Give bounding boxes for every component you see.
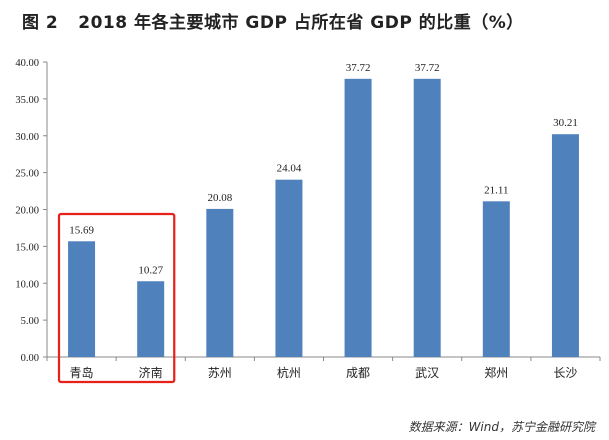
data-label: 24.04 [277, 163, 302, 175]
data-labels: 15.69 10.27 20.08 24.04 37.72 37.72 21.11 30.21 [69, 62, 578, 276]
bars [68, 78, 579, 357]
y-tick-label: 10.00 [15, 279, 39, 290]
bar [413, 78, 441, 357]
category-label: 武汉 [415, 366, 439, 380]
category-label: 青岛 [70, 365, 94, 380]
y-tick-label: 25.00 [15, 169, 39, 180]
bar [551, 134, 579, 357]
y-tick-label: 15.00 [15, 242, 39, 253]
y-axis: 0.00 5.00 10.00 15.00 20.00 25.00 30.00 35.00 40… [15, 58, 48, 364]
y-tick-label: 5.00 [21, 316, 39, 327]
y-tick-label: 35.00 [15, 95, 39, 106]
category-label: 杭州 [277, 365, 301, 380]
category-label: 苏州 [208, 366, 232, 380]
y-tick-label: 40.00 [15, 58, 39, 69]
bar [137, 281, 165, 357]
figure-number: 图 2 [22, 13, 59, 33]
data-label: 21.11 [484, 184, 508, 196]
source-note: 数据来源：Wind，苏宁金融研究院 [408, 420, 595, 434]
category-label: 济南 [139, 365, 163, 380]
bar [482, 201, 510, 357]
bar [206, 208, 234, 357]
data-label: 37.72 [346, 62, 371, 74]
data-label: 15.69 [69, 224, 94, 236]
bar [68, 241, 96, 357]
highlight-box [57, 212, 176, 384]
bar [344, 78, 372, 357]
chart-title: 图 2 2018 年各主要城市 GDP 占所在省 GDP 的比重（%） [22, 8, 524, 33]
data-label: 37.72 [415, 62, 440, 74]
category-label: 长沙 [553, 366, 577, 380]
category-label: 成都 [346, 366, 370, 380]
data-label: 30.21 [553, 117, 578, 129]
data-label: 10.27 [138, 264, 163, 276]
y-tick-label: 30.00 [15, 132, 39, 143]
figure-title: 2018 年各主要城市 GDP 占所在省 GDP 的比重（%） [78, 13, 524, 33]
y-tick-label: 20.00 [15, 206, 39, 217]
category-label: 郑州 [484, 365, 508, 380]
y-tick-label: 0.00 [21, 353, 39, 364]
bar [275, 179, 303, 357]
data-label: 20.08 [207, 192, 232, 204]
category-labels: 青岛 济南 苏州 杭州 成都 武汉 郑州 长沙 [70, 365, 578, 380]
x-axis [46, 356, 601, 361]
